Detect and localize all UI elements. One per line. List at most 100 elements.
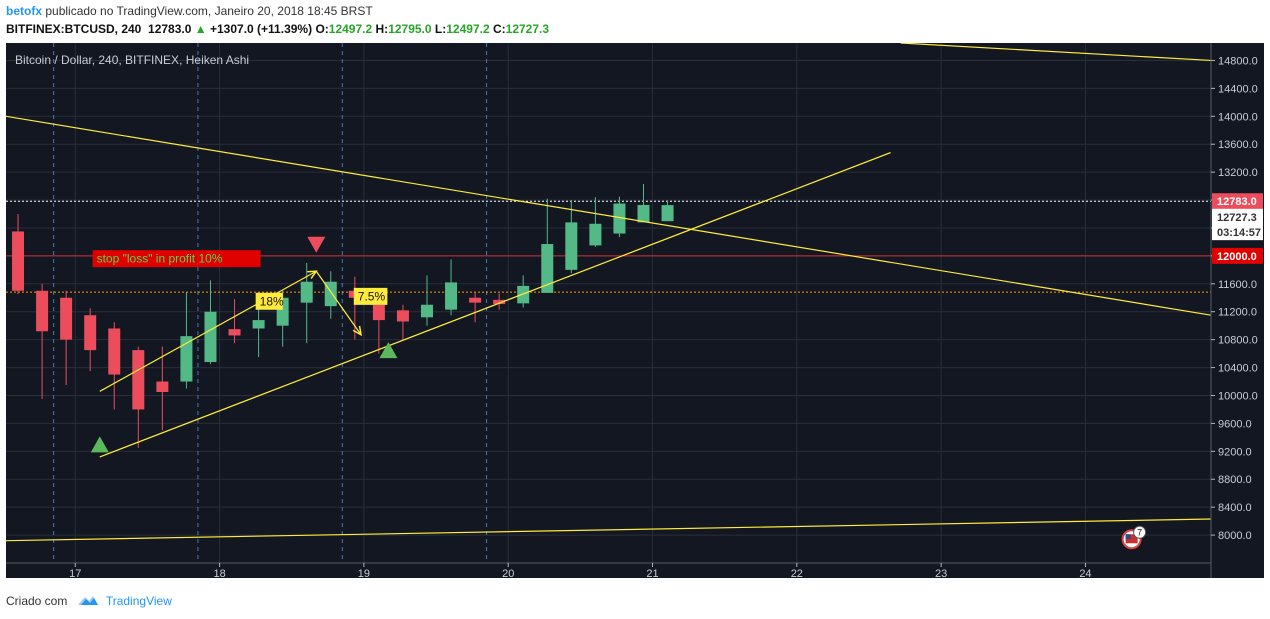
price-tick-label: 8800.0 [1218,474,1252,486]
chart-background [6,43,1264,578]
footer: Criado com TradingView [6,594,172,609]
high-value: 12795.0 [388,22,432,36]
markers [90,236,398,453]
candle-bear [132,350,145,410]
candle-bear [156,381,169,392]
price-label-text: 12727.3 [1217,212,1257,224]
annotation-box [92,250,261,268]
candle-bull [613,203,626,234]
high-label: H: [375,22,389,36]
price-tick-label: 11600.0 [1218,279,1257,291]
candle-bull [661,205,674,222]
author-link[interactable]: betofx [6,4,42,18]
open-value: 12497.2 [328,22,373,36]
price-label-text: 03:14:57 [1217,227,1261,239]
candle-bull [565,222,578,270]
publish-info: publicado no TradingView.com, Janeiro 20… [45,4,373,18]
candle-bull [300,281,313,303]
created-with-label: Criado com [6,594,68,608]
close-value: 12727.3 [505,22,550,36]
candle-bear [84,315,97,351]
price-label-box [1212,193,1263,210]
candle-bear [60,297,73,340]
open-label: O: [315,22,329,36]
arrow-head [307,270,318,280]
time-tick-label: 21 [646,568,658,578]
candle-bull [517,285,530,304]
price-tick-label: 10000.0 [1218,390,1258,402]
symbol-header: BITFINEX:BTCUSD, 240 12783.0 ▲ +1307.0 (… [6,22,549,36]
session-breaks [53,43,488,563]
price-tick-label: 10400.0 [1218,363,1258,375]
arrow-head [352,325,362,337]
trendline [99,152,891,458]
buy-triangle-marker [90,436,109,453]
badge-count: 7 [1137,527,1142,537]
price-tick-label: 8400.0 [1218,502,1252,514]
candle-bull [589,223,602,246]
candle-bear [396,310,409,322]
candle-bull [541,244,554,293]
event-badge[interactable]: 7 [1121,525,1147,550]
price-tick-label: 9200.0 [1218,446,1252,458]
price-label-text: 12000.0 [1217,251,1257,263]
annotation-text: 7.5% [358,289,386,303]
price-axis[interactable]: 8000.0 8400.0 8800.0 9200.0 9600.0 10000.0 104… [1210,43,1264,578]
candle-bear [12,231,25,291]
price-tick-label: 14000.0 [1218,111,1258,123]
price-tick-label: 8000.0 [1218,530,1252,542]
price-chart[interactable]: 18% 7.5% stop "loss" in profit 10% Bitcoin… [6,43,1264,578]
annotations: 18% 7.5% stop "loss" in profit 10% [92,250,388,310]
tradingview-link[interactable]: TradingView [105,594,172,608]
time-tick-label: 22 [791,568,803,578]
candle-bull [637,204,650,223]
trendline [99,270,317,392]
time-tick-label: 20 [502,568,514,578]
price-change: +1307.0 (+11.39%) [210,22,313,36]
price-tick-label: 14800.0 [1218,55,1258,67]
close-label: C: [492,22,506,36]
price-tick-label: 13600.0 [1218,139,1258,151]
candle-bull [445,282,458,310]
candle-bear [469,297,482,303]
trendline [900,43,1212,62]
price-label-box [1212,224,1263,241]
annotation-box [255,292,283,310]
flag-icon-stripes [1125,534,1138,544]
trendline [315,270,362,336]
price-label-text: 12783.0 [1217,196,1257,208]
candle-bull [252,320,265,329]
price-tick-label: 14400.0 [1218,83,1258,95]
time-tick-label: 19 [358,568,370,578]
price-tick-label: 11200.0 [1218,307,1257,319]
candle-bear [228,329,241,336]
candles [12,183,674,448]
time-axis[interactable]: 17 18 19 20 21 22 23 24 [6,562,1211,578]
price-tick-label: 9600.0 [1218,418,1252,430]
up-arrow-icon: ▲ [194,22,207,36]
price-tick-label: 10800.0 [1218,335,1258,347]
symbol-label: BITFINEX:BTCUSD, 240 [6,22,142,36]
candle-bear [108,328,121,375]
flag-icon-canton [1125,534,1131,540]
trendlines [6,43,1212,542]
low-label: L: [434,22,447,36]
price-tick-label: 13200.0 [1218,167,1258,179]
time-tick-label: 18 [213,568,225,578]
candle-bear [493,299,506,305]
trendline [6,518,1212,542]
trendline [6,115,1212,316]
low-value: 12497.2 [446,22,490,36]
price-label-box [1212,208,1263,225]
annotation-text: stop "loss" in profit 10% [97,252,223,266]
price-axis-background [1211,43,1264,578]
candle-bull [204,311,217,362]
candle-bear [36,290,49,332]
price-label-box [1212,247,1263,264]
publish-header: betofx publicado no TradingView.com, Jan… [6,4,373,18]
chart-canvas[interactable]: 18% 7.5% stop "loss" in profit 10% Bitcoin… [6,43,1264,578]
time-tick-label: 23 [935,568,947,578]
candle-bull [180,336,193,382]
annotation-text: 18% [260,294,284,308]
sell-triangle-marker [307,236,326,253]
